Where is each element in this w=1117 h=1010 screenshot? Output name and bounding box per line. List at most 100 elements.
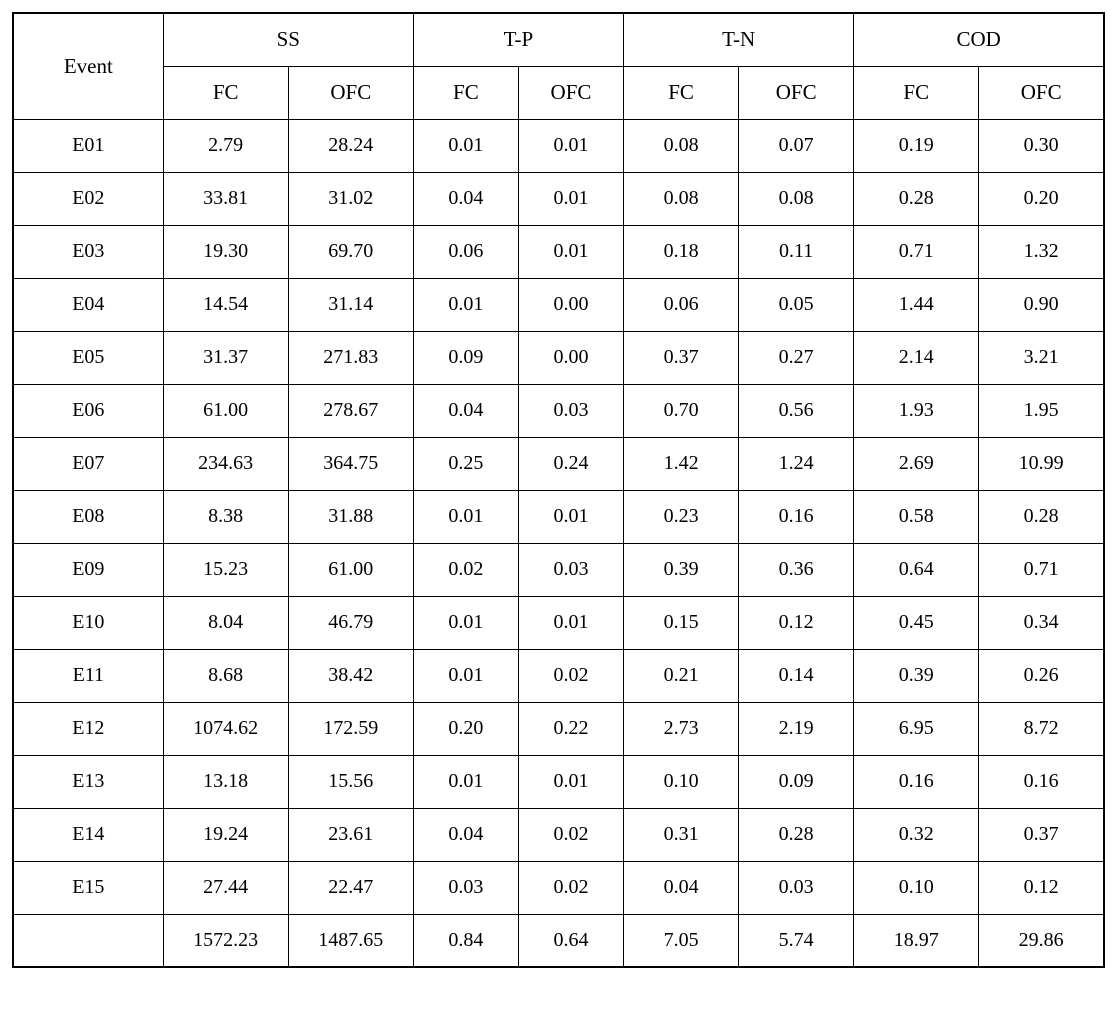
value-cell: 2.69 (854, 437, 979, 490)
value-cell: 0.01 (413, 596, 518, 649)
value-cell: 1.95 (979, 384, 1104, 437)
value-cell: 7.05 (624, 914, 739, 967)
value-cell: 61.00 (163, 384, 288, 437)
event-cell: E01 (13, 119, 163, 172)
value-cell: 0.12 (739, 596, 854, 649)
value-cell: 0.01 (413, 119, 518, 172)
value-cell: 0.16 (854, 755, 979, 808)
table-row: E1313.1815.560.010.010.100.090.160.16 (13, 755, 1104, 808)
value-cell: 8.68 (163, 649, 288, 702)
value-cell: 0.03 (518, 543, 623, 596)
value-cell: 0.00 (518, 331, 623, 384)
value-cell: 1.93 (854, 384, 979, 437)
value-cell: 3.21 (979, 331, 1104, 384)
value-cell: 8.04 (163, 596, 288, 649)
value-cell: 0.26 (979, 649, 1104, 702)
value-cell: 0.05 (739, 278, 854, 331)
value-cell: 0.01 (518, 172, 623, 225)
event-cell: E04 (13, 278, 163, 331)
value-cell: 0.01 (518, 490, 623, 543)
value-cell: 0.12 (979, 861, 1104, 914)
value-cell: 0.06 (624, 278, 739, 331)
value-cell: 0.27 (739, 331, 854, 384)
value-cell: 8.38 (163, 490, 288, 543)
value-cell: 1.44 (854, 278, 979, 331)
value-cell: 0.08 (739, 172, 854, 225)
value-cell: 0.04 (413, 172, 518, 225)
value-cell: 0.34 (979, 596, 1104, 649)
value-cell: 0.09 (413, 331, 518, 384)
event-cell: E05 (13, 331, 163, 384)
value-cell: 0.18 (624, 225, 739, 278)
event-cell: E10 (13, 596, 163, 649)
event-cell: E14 (13, 808, 163, 861)
value-cell: 10.99 (979, 437, 1104, 490)
value-cell: 0.02 (413, 543, 518, 596)
value-cell: 0.07 (739, 119, 854, 172)
value-cell: 33.81 (163, 172, 288, 225)
header-tn-fc: FC (624, 66, 739, 119)
value-cell: 0.06 (413, 225, 518, 278)
table-row: E118.6838.420.010.020.210.140.390.26 (13, 649, 1104, 702)
value-cell: 31.37 (163, 331, 288, 384)
value-cell: 0.03 (739, 861, 854, 914)
value-cell: 2.19 (739, 702, 854, 755)
event-cell: E09 (13, 543, 163, 596)
table-row: E0915.2361.000.020.030.390.360.640.71 (13, 543, 1104, 596)
table-body: E012.7928.240.010.010.080.070.190.30E023… (13, 119, 1104, 967)
value-cell: 0.36 (739, 543, 854, 596)
value-cell: 0.45 (854, 596, 979, 649)
value-cell: 2.79 (163, 119, 288, 172)
table-row: E121074.62172.590.200.222.732.196.958.72 (13, 702, 1104, 755)
value-cell: 5.74 (739, 914, 854, 967)
event-cell: E03 (13, 225, 163, 278)
event-cell: E11 (13, 649, 163, 702)
value-cell: 172.59 (288, 702, 413, 755)
table-row: E0414.5431.140.010.000.060.051.440.90 (13, 278, 1104, 331)
value-cell: 0.16 (739, 490, 854, 543)
value-cell: 31.14 (288, 278, 413, 331)
value-cell: 1572.23 (163, 914, 288, 967)
value-cell: 0.90 (979, 278, 1104, 331)
value-cell: 6.95 (854, 702, 979, 755)
value-cell: 0.08 (624, 172, 739, 225)
value-cell: 0.01 (518, 225, 623, 278)
value-cell: 0.71 (979, 543, 1104, 596)
value-cell: 0.19 (854, 119, 979, 172)
value-cell: 0.28 (979, 490, 1104, 543)
table-row: E1419.2423.610.040.020.310.280.320.37 (13, 808, 1104, 861)
table-row: E012.7928.240.010.010.080.070.190.30 (13, 119, 1104, 172)
event-cell: E13 (13, 755, 163, 808)
header-tn-ofc: OFC (739, 66, 854, 119)
value-cell: 2.14 (854, 331, 979, 384)
value-cell: 22.47 (288, 861, 413, 914)
value-cell: 0.25 (413, 437, 518, 490)
event-cell: E08 (13, 490, 163, 543)
value-cell: 0.28 (854, 172, 979, 225)
event-cell: E06 (13, 384, 163, 437)
value-cell: 1074.62 (163, 702, 288, 755)
value-cell: 0.64 (854, 543, 979, 596)
value-cell: 0.02 (518, 649, 623, 702)
table-row: E0319.3069.700.060.010.180.110.711.32 (13, 225, 1104, 278)
value-cell: 29.86 (979, 914, 1104, 967)
header-group-ss: SS (163, 13, 413, 66)
value-cell: 1.32 (979, 225, 1104, 278)
value-cell: 0.01 (413, 755, 518, 808)
value-cell: 0.32 (854, 808, 979, 861)
value-cell: 0.28 (739, 808, 854, 861)
value-cell: 0.22 (518, 702, 623, 755)
value-cell: 0.09 (739, 755, 854, 808)
value-cell: 0.24 (518, 437, 623, 490)
header-tp-ofc: OFC (518, 66, 623, 119)
value-cell: 0.04 (413, 808, 518, 861)
value-cell: 27.44 (163, 861, 288, 914)
event-cell: E15 (13, 861, 163, 914)
value-cell: 271.83 (288, 331, 413, 384)
value-cell: 0.15 (624, 596, 739, 649)
value-cell: 38.42 (288, 649, 413, 702)
value-cell: 0.64 (518, 914, 623, 967)
value-cell: 0.08 (624, 119, 739, 172)
value-cell: 0.71 (854, 225, 979, 278)
value-cell: 0.58 (854, 490, 979, 543)
